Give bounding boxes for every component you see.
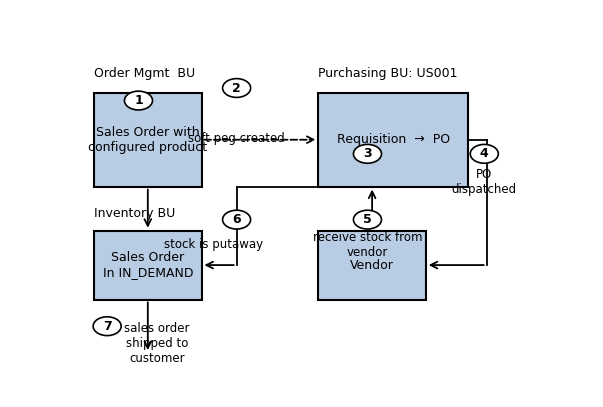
Circle shape bbox=[124, 91, 153, 110]
Text: 6: 6 bbox=[232, 213, 241, 226]
Text: soft peg created: soft peg created bbox=[188, 131, 285, 144]
Text: stock is putaway: stock is putaway bbox=[163, 238, 263, 251]
Text: 2: 2 bbox=[232, 81, 241, 94]
Text: 3: 3 bbox=[363, 147, 372, 160]
Text: Purchasing BU: US001: Purchasing BU: US001 bbox=[318, 67, 458, 80]
Circle shape bbox=[353, 144, 382, 163]
Text: 1: 1 bbox=[134, 94, 143, 107]
Circle shape bbox=[470, 144, 498, 163]
Circle shape bbox=[223, 210, 251, 229]
Text: receive stock from
vendor: receive stock from vendor bbox=[313, 231, 422, 259]
Text: 5: 5 bbox=[363, 213, 372, 226]
Text: Sales Order
In IN_DEMAND: Sales Order In IN_DEMAND bbox=[103, 251, 193, 279]
Text: Vendor: Vendor bbox=[350, 258, 394, 271]
Bar bbox=[318, 231, 426, 300]
Circle shape bbox=[93, 317, 121, 336]
Text: Requisition  →  PO: Requisition → PO bbox=[336, 133, 450, 146]
Text: Inventory BU: Inventory BU bbox=[94, 207, 175, 220]
Bar bbox=[94, 231, 201, 300]
Bar bbox=[318, 93, 468, 187]
Text: Sales Order with
configured product: Sales Order with configured product bbox=[88, 126, 207, 154]
Bar bbox=[94, 93, 201, 187]
Text: PO
dispatched: PO dispatched bbox=[452, 168, 517, 196]
Circle shape bbox=[223, 79, 251, 97]
Text: sales order
shipped to
customer: sales order shipped to customer bbox=[124, 322, 190, 365]
Text: 4: 4 bbox=[480, 147, 488, 160]
Text: 7: 7 bbox=[103, 319, 112, 333]
Text: Order Mgmt  BU: Order Mgmt BU bbox=[94, 67, 195, 80]
Circle shape bbox=[353, 210, 382, 229]
